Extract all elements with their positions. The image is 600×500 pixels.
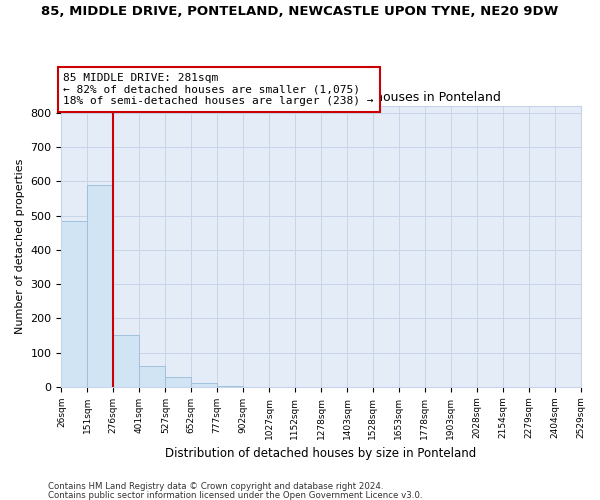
Text: Contains public sector information licensed under the Open Government Licence v3: Contains public sector information licen… [48, 490, 422, 500]
X-axis label: Distribution of detached houses by size in Ponteland: Distribution of detached houses by size … [166, 447, 476, 460]
Bar [191, 384, 217, 387]
Text: Contains HM Land Registry data © Crown copyright and database right 2024.: Contains HM Land Registry data © Crown c… [48, 482, 383, 491]
Text: 85 MIDDLE DRIVE: 281sqm
← 82% of detached houses are smaller (1,075)
18% of semi: 85 MIDDLE DRIVE: 281sqm ← 82% of detache… [64, 73, 374, 106]
Bar [61, 221, 88, 387]
Bar [217, 386, 243, 387]
Bar [139, 366, 166, 387]
Title: Size of property relative to detached houses in Ponteland: Size of property relative to detached ho… [141, 90, 501, 104]
Bar [166, 376, 191, 387]
Bar [88, 185, 113, 387]
Bar [113, 336, 139, 387]
Text: 85, MIDDLE DRIVE, PONTELAND, NEWCASTLE UPON TYNE, NE20 9DW: 85, MIDDLE DRIVE, PONTELAND, NEWCASTLE U… [41, 5, 559, 18]
Y-axis label: Number of detached properties: Number of detached properties [15, 159, 25, 334]
